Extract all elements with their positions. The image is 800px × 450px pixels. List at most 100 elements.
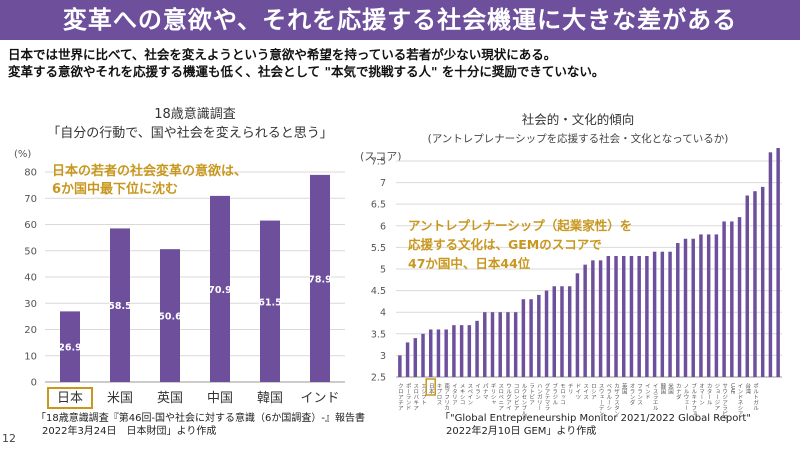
right-bar-33 [652,251,657,377]
right-x-tick-label: イラン [474,383,481,400]
right-bar-34 [660,251,665,377]
right-bar-22 [567,286,572,377]
page-number: 12 [2,432,16,445]
right-bar-8 [459,325,464,377]
left-x-tick-label: インド [300,391,339,406]
left-x-tick-label: 中国 [207,391,233,406]
right-x-tick-label: チリ [567,383,574,395]
right-x-tick-label: エジプト [420,383,427,406]
left-bar-0 [60,311,80,382]
right-bar-3 [421,333,425,377]
right-annotation-line-2: 応援する文化は、GEMのスコアで [408,237,602,252]
right-x-tick-label: ポーランド [405,383,412,411]
right-bar-4 [429,329,433,377]
right-bar-24 [583,264,587,377]
left-y-tick-label: 30 [24,299,37,310]
left-bar-5 [310,174,330,382]
left-y-tick-label: 20 [24,325,37,336]
right-bar-26 [598,260,603,377]
right-y-tick-label: 4.5 [371,286,386,297]
right-x-tick-label: モロッコ [559,383,566,406]
right-bar-13 [498,312,502,377]
left-annotation-line-2: 6か国中最下位に沈む [52,181,178,197]
left-y-tick-label: 60 [24,220,37,231]
right-bar-47 [760,186,765,377]
left-y-tick-label: 40 [24,273,37,284]
left-y-tick-label: 80 [24,168,37,179]
right-bar-1 [405,342,410,377]
right-source-line-1: 「"Global Entrepreneurship Monitor 2021/2… [440,413,751,424]
left-source-line-1: 「18歳意識調査『第46回-国や社会に対する意識（6か国調査）-』報告書 [36,413,366,424]
right-bar-39 [699,234,703,377]
right-bar-41 [714,234,719,377]
right-bar-29 [622,256,626,377]
intro-text: 日本では世界に比べて、社会を変えようという意欲や希望を持っている若者が少ない現状… [8,46,798,80]
right-x-tick-label: ポルトガル [752,383,759,411]
right-annotation-line-1: アントレプレナーシップ（起業家性）を [408,218,632,233]
right-bar-31 [637,256,641,377]
right-x-tick-label: カナダ [675,383,682,401]
right-x-tick-label: カタール [706,383,713,406]
left-x-tick-label: 韓国 [257,391,283,406]
left-y-tick-label: 50 [24,246,37,257]
intro-line-1: 日本では世界に比べて、社会を変えようという意欲や希望を持っている若者が少ない現状… [8,47,557,62]
right-y-tick-label: 5.5 [371,243,386,254]
right-bar-28 [614,256,618,377]
right-bar-25 [591,260,595,377]
left-highlight-box [47,387,93,409]
right-bar-43 [730,221,734,377]
right-x-tick-label: 台湾 [744,382,751,396]
right-x-tick-label: ジョージア [713,383,720,411]
right-x-tick-label: ブラジル [551,382,558,406]
right-x-tick-label: グアテマラ [544,382,551,411]
right-chart-subtitle: (アントレプレナーシップを応援する社会・文化となっているか) [428,132,729,145]
right-x-tick-label: オマーン [698,383,705,406]
right-source-note: 「"Global Entrepreneurship Monitor 2021/2… [440,412,751,438]
right-x-tick-label: メキシコ [459,383,466,405]
left-chart-y-unit: (%) [14,149,31,160]
left-y-tick-label: 0 [31,378,37,389]
right-x-tick-label: ラトビア [528,383,535,406]
right-bar-10 [475,320,479,377]
right-x-tick-label: ベラルーシ [605,383,612,411]
right-x-tick-label: インドネシア [737,383,744,416]
right-bar-35 [668,251,672,377]
slide-title: 変革への意欲や、それを応援する社会機運に大きな差がある [0,0,800,40]
left-bar-4 [260,220,280,382]
right-bar-27 [606,256,611,377]
right-bar-21 [560,286,564,377]
right-bar-19 [544,290,549,377]
left-bar-value-label: 70.9 [208,285,231,296]
right-y-tick-label: 2.5 [371,373,386,384]
right-bar-9 [467,325,472,377]
left-bar-value-label: 26.9 [58,343,81,354]
right-y-tick-label: 7 [380,178,386,189]
right-bar-40 [706,234,711,377]
right-bar-38 [691,238,695,377]
right-x-tick-label: イスラエル [652,383,659,411]
left-source-line-2: 2022年3月24日 日本財団」より作成 [42,426,217,437]
right-x-tick-label: ルクセンブルク [520,383,527,422]
right-bar-45 [745,195,749,377]
right-bar-32 [645,256,649,377]
right-y-tick-label: 3 [380,351,386,362]
left-y-tick-label: 70 [24,194,37,205]
right-highlight-box [425,378,436,396]
right-bar-17 [529,299,533,377]
right-x-tick-label: クロアチア [397,383,404,411]
left-chart-subtitle: 「自分の行動で、国や社会を変えられると思う」 [47,125,332,141]
right-x-tick-label: スロバキア [412,383,419,411]
right-chart-y-unit: (スコア) [360,150,402,163]
right-x-tick-label: イタリア [451,383,458,405]
right-x-tick-label: インド [644,383,651,400]
right-x-tick-label: スペイン [466,383,473,406]
right-bar-11 [483,312,487,377]
left-bar-value-label: 78.9 [308,274,331,285]
right-x-tick-label: 英国 [621,382,628,396]
intro-line-2: 変革する意欲やそれを応援する機運も低く、社会として "本気で挑戦する人" を十分… [8,64,605,79]
right-x-tick-label: ノルウェー [683,383,690,411]
right-bar-30 [629,256,634,377]
right-bar-12 [490,312,495,377]
right-bar-6 [444,329,448,377]
